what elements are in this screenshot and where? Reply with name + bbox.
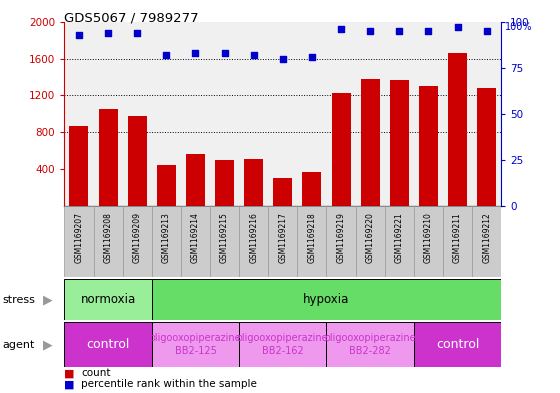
Bar — [477, 88, 496, 206]
Text: GSM1169208: GSM1169208 — [104, 212, 113, 263]
Point — [162, 52, 171, 58]
Bar — [152, 206, 181, 277]
Point — [249, 52, 258, 58]
Bar — [297, 206, 326, 277]
Bar — [99, 109, 118, 206]
Point — [191, 50, 200, 56]
Text: GSM1169214: GSM1169214 — [191, 212, 200, 263]
Text: GSM1169215: GSM1169215 — [220, 212, 229, 263]
Text: GSM1169207: GSM1169207 — [74, 212, 83, 263]
Text: GSM1169220: GSM1169220 — [366, 212, 375, 263]
Text: hypoxia: hypoxia — [304, 293, 349, 306]
Text: GSM1169218: GSM1169218 — [307, 212, 316, 263]
Bar — [128, 116, 147, 206]
Bar — [326, 206, 356, 277]
Bar — [123, 206, 152, 277]
Text: GSM1169217: GSM1169217 — [278, 212, 287, 263]
Bar — [361, 79, 380, 206]
Point — [337, 26, 346, 32]
Point — [278, 55, 287, 62]
Text: ■: ■ — [64, 368, 75, 378]
Bar — [215, 160, 234, 206]
Text: percentile rank within the sample: percentile rank within the sample — [81, 379, 257, 389]
Bar — [302, 172, 321, 206]
Bar — [181, 206, 210, 277]
Bar — [414, 322, 501, 367]
Text: control: control — [86, 338, 130, 351]
Point — [220, 50, 229, 56]
Bar — [239, 322, 326, 367]
Text: GSM1169210: GSM1169210 — [424, 212, 433, 263]
Bar — [152, 279, 501, 320]
Text: GSM1169212: GSM1169212 — [482, 212, 491, 263]
Text: GSM1169211: GSM1169211 — [453, 212, 462, 263]
Text: 100%: 100% — [505, 22, 533, 31]
Bar — [244, 159, 263, 206]
Text: GDS5067 / 7989277: GDS5067 / 7989277 — [64, 12, 199, 25]
Text: GSM1169209: GSM1169209 — [133, 212, 142, 263]
Text: control: control — [436, 338, 479, 351]
Bar — [64, 322, 152, 367]
Text: agent: agent — [3, 340, 35, 350]
Point — [74, 31, 83, 38]
Bar — [157, 165, 176, 206]
Text: ▶: ▶ — [43, 338, 52, 351]
Text: ■: ■ — [64, 379, 75, 389]
Text: GSM1169221: GSM1169221 — [395, 212, 404, 263]
Text: GSM1169213: GSM1169213 — [162, 212, 171, 263]
Point — [395, 28, 404, 34]
Bar — [186, 154, 205, 206]
Bar — [385, 206, 414, 277]
Point — [366, 28, 375, 34]
Text: oligooxopiperazine
BB2-125: oligooxopiperazine BB2-125 — [150, 333, 241, 356]
Bar — [472, 206, 501, 277]
Text: oligooxopiperazine
BB2-282: oligooxopiperazine BB2-282 — [324, 333, 416, 356]
Bar — [239, 206, 268, 277]
Text: GSM1169219: GSM1169219 — [337, 212, 346, 263]
Bar — [332, 93, 351, 206]
Point — [307, 53, 316, 60]
Bar — [390, 80, 409, 206]
Bar — [356, 206, 385, 277]
Text: stress: stress — [3, 295, 36, 305]
Bar — [443, 206, 472, 277]
Bar — [64, 206, 94, 277]
Point — [453, 24, 462, 30]
Bar — [419, 86, 438, 206]
Text: ▶: ▶ — [43, 293, 52, 306]
Bar — [414, 206, 443, 277]
Bar — [273, 178, 292, 206]
Bar — [64, 279, 152, 320]
Point — [424, 28, 433, 34]
Bar — [268, 206, 297, 277]
Bar — [94, 206, 123, 277]
Text: count: count — [81, 368, 111, 378]
Bar — [326, 322, 414, 367]
Point — [133, 29, 142, 36]
Text: normoxia: normoxia — [81, 293, 136, 306]
Bar — [448, 53, 467, 206]
Point — [104, 29, 113, 36]
Point — [482, 28, 491, 34]
Text: oligooxopiperazine
BB2-162: oligooxopiperazine BB2-162 — [237, 333, 329, 356]
Bar — [69, 126, 88, 206]
Bar — [152, 322, 239, 367]
Bar — [210, 206, 239, 277]
Text: GSM1169216: GSM1169216 — [249, 212, 258, 263]
